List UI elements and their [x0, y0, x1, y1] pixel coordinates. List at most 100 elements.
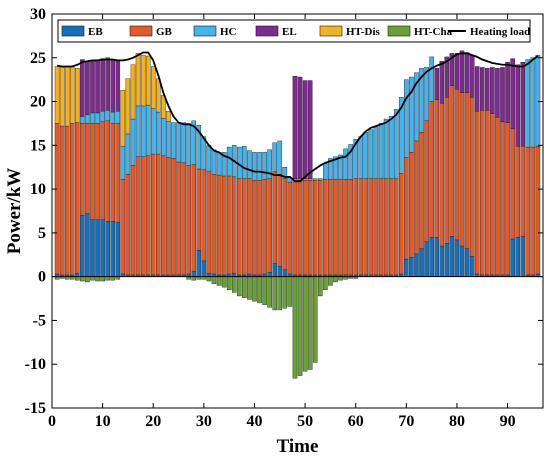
bar-gb	[312, 180, 318, 276]
bar-hc	[277, 140, 283, 175]
legend-box	[57, 19, 531, 43]
bar-el	[454, 53, 460, 90]
y-tick-label: -5	[33, 312, 46, 329]
bar-hc	[267, 149, 272, 179]
bar-ht-cha	[206, 276, 212, 282]
bar-ht-dis	[130, 64, 136, 120]
bar-gb	[409, 152, 414, 258]
bar-eb	[409, 257, 414, 277]
bar-gb	[59, 125, 65, 276]
plot-frame	[51, 13, 544, 409]
bar-el	[100, 58, 105, 112]
bar-hc	[161, 117, 166, 157]
bar-el	[469, 54, 475, 98]
bar-hc	[257, 152, 262, 181]
bar-hc	[242, 146, 247, 179]
bar-gb	[54, 123, 60, 275]
bar-gb	[393, 178, 399, 276]
bar-el	[485, 68, 490, 111]
bar-el	[490, 67, 495, 115]
bar-gb	[80, 123, 85, 216]
bar-el	[505, 61, 510, 123]
bar-gb	[388, 178, 394, 276]
bar-gb	[368, 178, 374, 276]
bar-hc	[166, 121, 171, 158]
bar-gb	[262, 179, 267, 275]
bar-gb	[429, 101, 434, 238]
bar-hc	[181, 122, 186, 164]
bar-gb	[211, 174, 217, 275]
x-axis-title: Time	[277, 436, 319, 457]
bar-eb	[459, 245, 465, 277]
bar-eb	[115, 222, 121, 277]
bar-ht-cha	[247, 276, 252, 300]
bar-gb	[135, 156, 141, 276]
bar-ht-dis	[140, 54, 146, 107]
bar-hc	[393, 109, 399, 179]
bar-eb	[515, 237, 520, 277]
bar-ht-cha	[216, 276, 222, 286]
bar-gb	[318, 180, 323, 276]
bar-ht-cha	[333, 276, 338, 283]
bar-ht-dis	[150, 66, 156, 109]
bar-eb	[429, 237, 434, 277]
bar-gb	[145, 155, 151, 276]
legend-swatch-ht-dis	[319, 25, 343, 37]
bar-gb	[69, 123, 75, 276]
bar-hc	[398, 96, 404, 174]
bar-hc	[252, 152, 257, 181]
bar-gb	[515, 146, 520, 238]
bar-hc	[125, 133, 131, 175]
bar-gb	[520, 146, 526, 237]
legend: EB GB HC EL HT-Dis HT-Cha Heating load	[57, 19, 531, 43]
bar-eb	[95, 219, 100, 277]
bar-hc	[363, 131, 369, 179]
legend-label-el: EL	[282, 26, 297, 38]
x-tick-label: 0	[48, 413, 56, 430]
bar-ht-dis	[59, 67, 65, 127]
x-tick-label: 40	[246, 413, 262, 430]
bar-gb	[398, 173, 404, 275]
bar-gb	[383, 178, 389, 276]
bar-hc	[424, 67, 429, 122]
bar-hc	[206, 145, 212, 172]
bar-gb	[257, 180, 262, 276]
bar-eb	[414, 253, 419, 277]
bar-ht-cha	[328, 276, 333, 286]
bar-ht-cha	[297, 276, 303, 376]
bar-el	[495, 68, 500, 118]
bar-el	[85, 61, 90, 115]
bar-eb	[90, 219, 95, 277]
bar-hc	[353, 138, 358, 179]
bar-gb	[500, 121, 505, 276]
bar-ht-dis	[161, 95, 166, 119]
bar-gb	[373, 178, 379, 276]
bar-hc	[191, 120, 197, 165]
bar-hc	[176, 122, 181, 163]
bar-hc	[409, 76, 414, 153]
bar-gb	[130, 165, 136, 276]
bar-gb	[338, 179, 343, 276]
bar-el	[302, 80, 308, 179]
x-tick-label: 70	[398, 413, 414, 430]
bar-ht-dis	[166, 110, 171, 122]
bar-gb	[485, 110, 490, 276]
bar-hc	[348, 144, 353, 180]
bar-gb	[120, 179, 126, 275]
bar-gb	[105, 120, 110, 222]
y-tick-label: -10	[25, 356, 46, 373]
bar-eb	[277, 265, 283, 277]
bar-eb	[404, 258, 409, 277]
bar-ht-cha	[302, 276, 308, 372]
bar-hc	[145, 104, 151, 157]
bar-hc	[333, 156, 338, 180]
bar-gb	[242, 178, 247, 276]
bar-gb	[535, 146, 541, 275]
bar-el	[500, 67, 505, 122]
bar-gb	[469, 96, 475, 257]
bar-eb	[201, 260, 207, 277]
bar-eb	[520, 236, 526, 277]
bar-eb	[282, 269, 288, 277]
y-tick-label: 0	[38, 269, 46, 286]
legend-label-hc: HC	[220, 26, 237, 38]
